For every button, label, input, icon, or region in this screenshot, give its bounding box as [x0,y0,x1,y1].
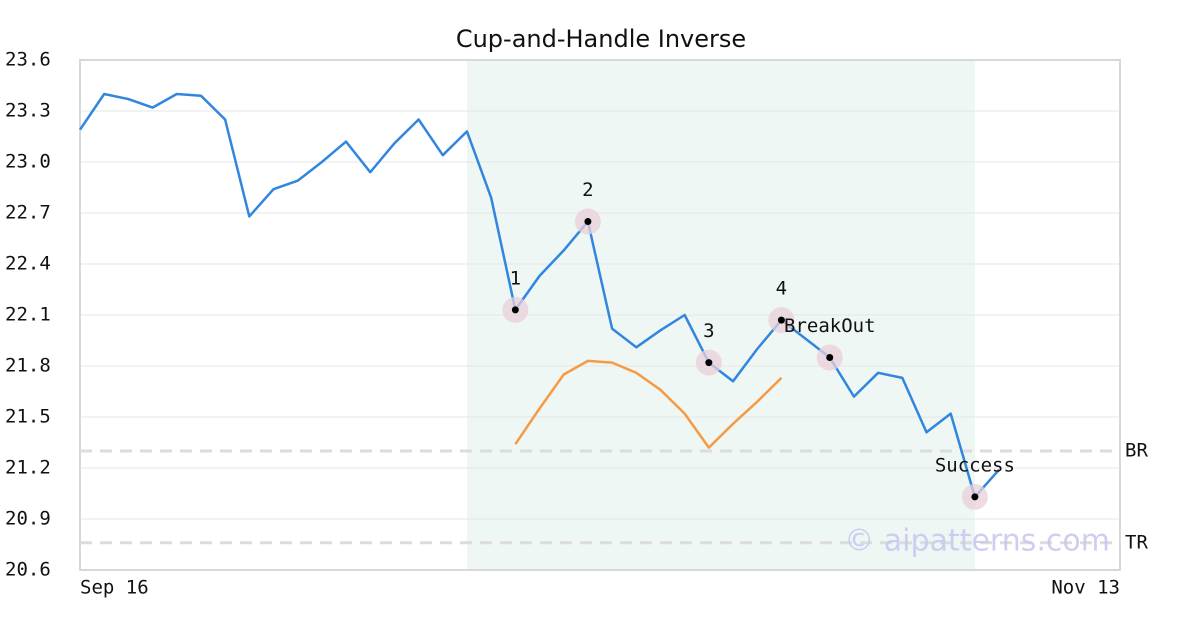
x-tick-label: Nov 13 [1051,577,1120,599]
level-label: TR [1125,531,1148,553]
point-label: 3 [703,320,714,342]
point-label: BreakOut [784,315,876,337]
point-marker [971,493,979,501]
point-label: 1 [510,267,521,289]
x-tick-label: Sep 16 [80,577,149,599]
point-label: 2 [582,179,593,201]
point-marker [584,218,592,225]
y-tick-label: 22.1 [5,304,51,326]
y-tick-label: 23.3 [5,100,51,122]
point-label: 4 [776,278,787,300]
y-tick-label: 23.6 [5,49,51,71]
watermark: © aipatterns.com [844,524,1110,559]
y-tick-label: 21.5 [5,406,51,428]
y-tick-label: 20.6 [5,559,51,581]
y-tick-label: 22.4 [5,253,51,275]
series-line [78,92,1001,499]
point-marker [826,354,834,361]
chart-title: Cup-and-Handle Inverse [456,25,746,53]
point-label: Success [935,454,1015,476]
y-tick-label: 21.2 [5,457,51,479]
point-marker [511,306,519,314]
y-tick-label: 20.9 [5,508,51,530]
y-tick-label: 23.0 [5,151,51,173]
series-line [514,359,783,449]
level-label: BR [1125,440,1148,462]
point-marker [705,359,713,367]
y-tick-label: 22.7 [5,202,51,224]
point-marker [777,316,785,324]
plot-frame [79,59,1121,571]
y-tick-label: 21.8 [5,355,51,377]
